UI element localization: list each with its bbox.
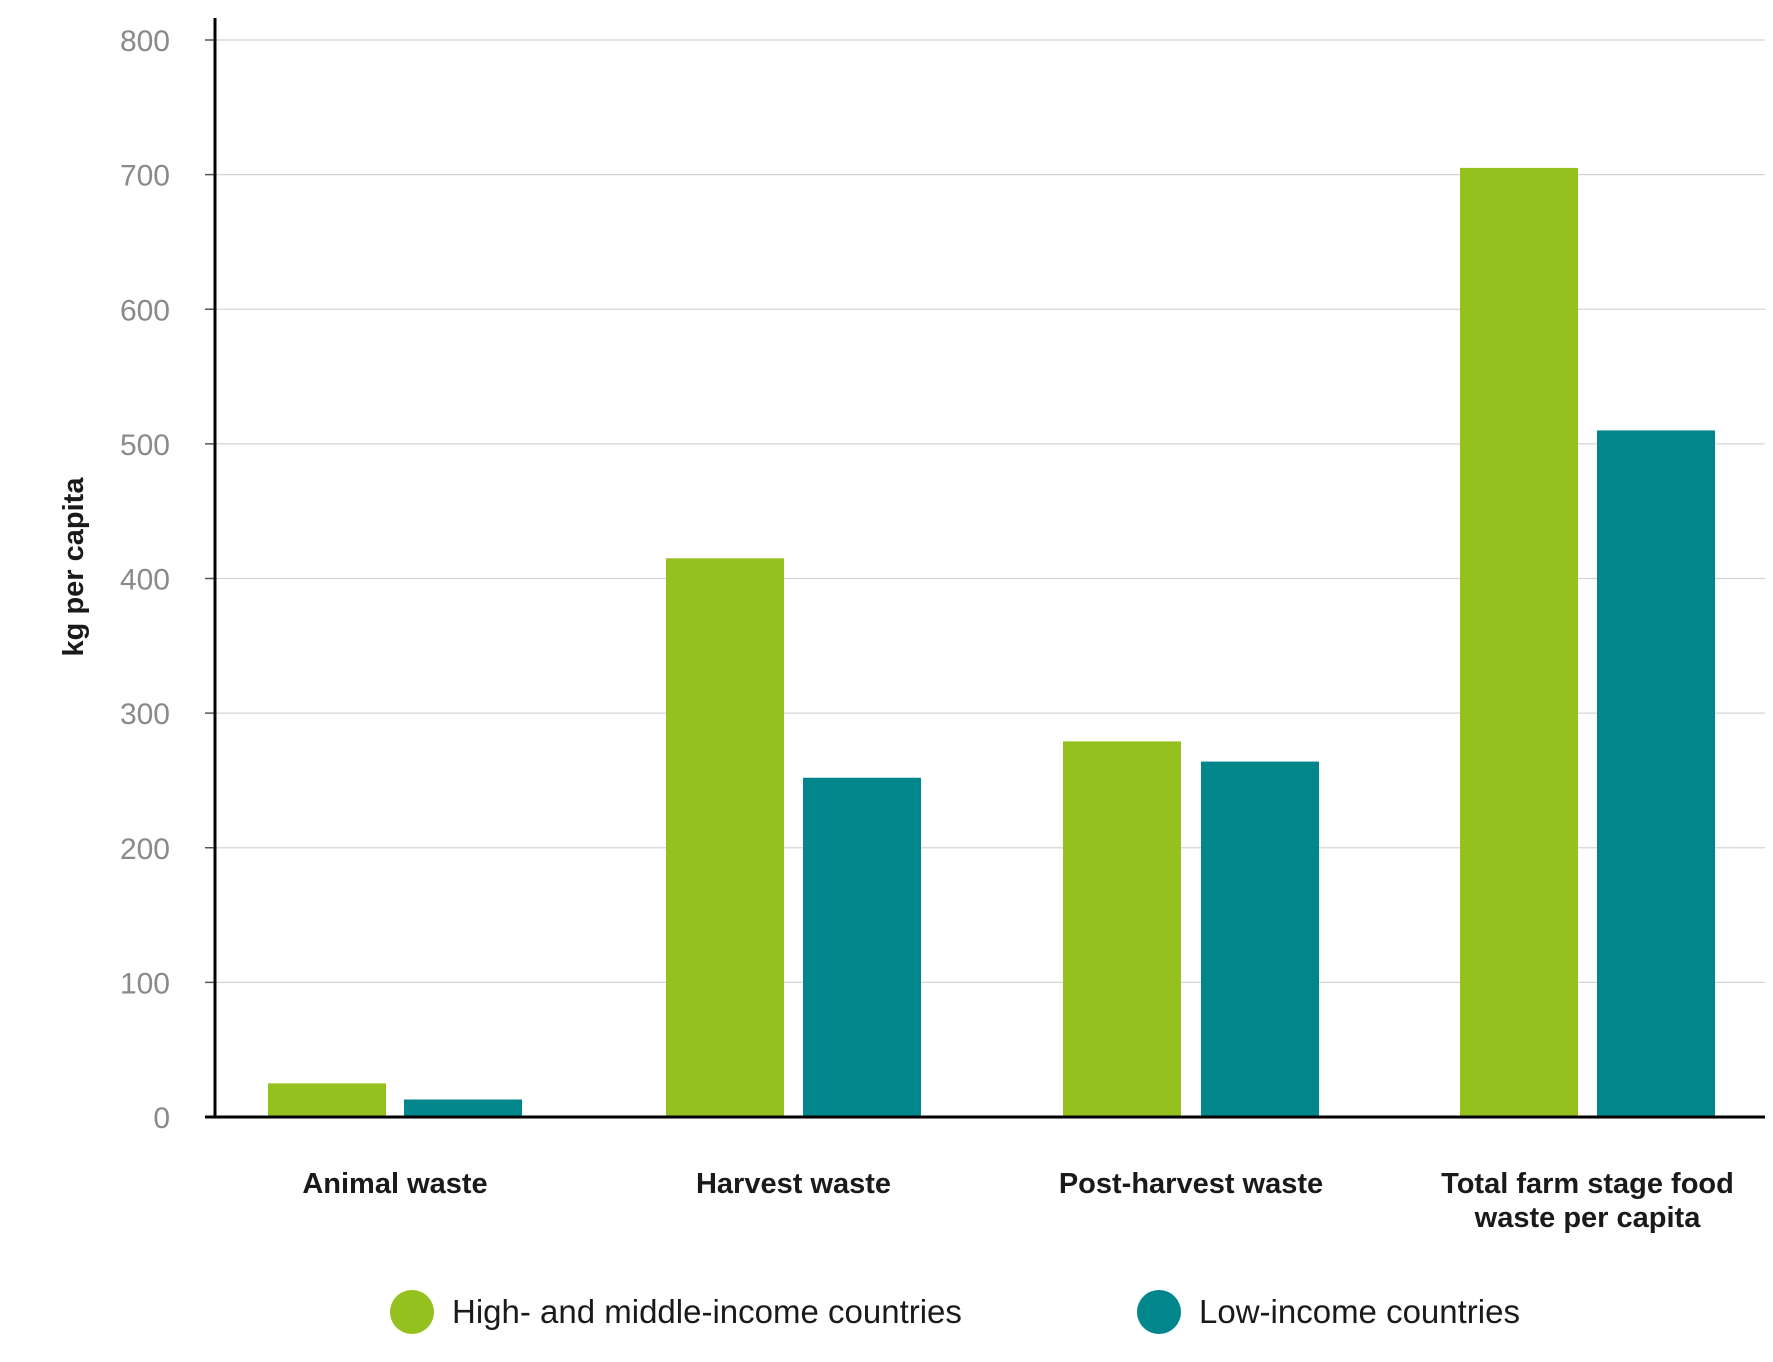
bar-high-middle-income [666,558,784,1117]
category-label: Animal waste [302,1168,487,1200]
category-label: waste per capita [1474,1202,1702,1234]
legend-label-high-middle-income: High- and middle-income countries [452,1293,962,1330]
gridlines [215,39,1765,983]
bars [268,167,1715,1118]
bar-high-middle-income [1063,741,1181,1117]
y-tick-label: 500 [120,429,170,462]
bar-low-income [1597,430,1715,1118]
axes [205,18,1765,1119]
legend-swatch-high-middle-income [390,1290,434,1334]
legend-item-low-income: Low-income countries [1137,1290,1520,1334]
y-tick-label: 0 [153,1102,170,1135]
bar-high-middle-income [268,1083,386,1117]
bar-high-middle-income [1460,167,1578,1118]
legend-label-low-income: Low-income countries [1199,1293,1520,1330]
y-tick-label: 100 [120,967,170,1000]
y-tick-label: 600 [120,294,170,327]
category-labels: Animal waste Harvest waste Post-harvest wa… [302,1168,1734,1234]
category-label: Total farm stage food [1441,1168,1734,1200]
y-tick-label: 800 [120,25,170,58]
y-axis-label: kg per capita [58,477,90,657]
y-tick-label: 300 [120,698,170,731]
bar-low-income [803,777,921,1117]
category-label: Harvest waste [696,1168,891,1200]
category-label: Post-harvest waste [1059,1168,1323,1200]
y-tick-label: 200 [120,833,170,866]
legend-item-high-middle-income: High- and middle-income countries [390,1290,962,1334]
bar-low-income [1201,761,1319,1117]
legend-swatch-low-income [1137,1290,1181,1334]
y-tick-label: 700 [120,160,170,193]
bar-low-income [404,1099,522,1117]
legend: High- and middle-income countries Low-in… [0,1290,1773,1350]
y-axis-ticks: 0 100 200 300 400 500 600 700 800 [120,25,215,1135]
y-tick-label: 400 [120,564,170,597]
